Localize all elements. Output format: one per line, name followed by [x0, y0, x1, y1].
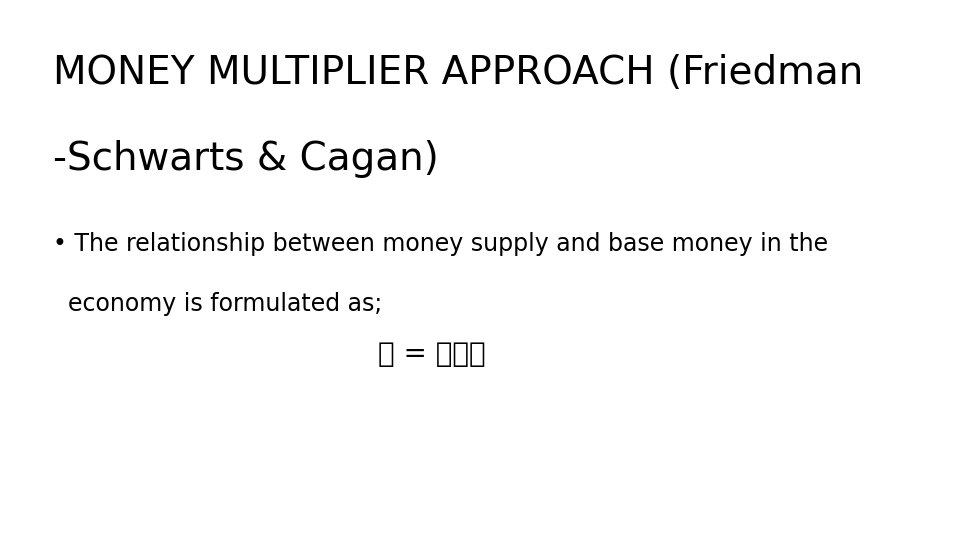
Text: MONEY MULTIPLIER APPROACH (Friedman: MONEY MULTIPLIER APPROACH (Friedman [53, 54, 863, 92]
Text: economy is formulated as;: economy is formulated as; [53, 292, 382, 315]
Text: -Schwarts & Cagan): -Schwarts & Cagan) [53, 140, 439, 178]
Text: • The relationship between money supply and base money in the: • The relationship between money supply … [53, 232, 828, 256]
Text: 𝑀 = 𝑚𝑀𝐵: 𝑀 = 𝑚𝑀𝐵 [378, 340, 486, 368]
